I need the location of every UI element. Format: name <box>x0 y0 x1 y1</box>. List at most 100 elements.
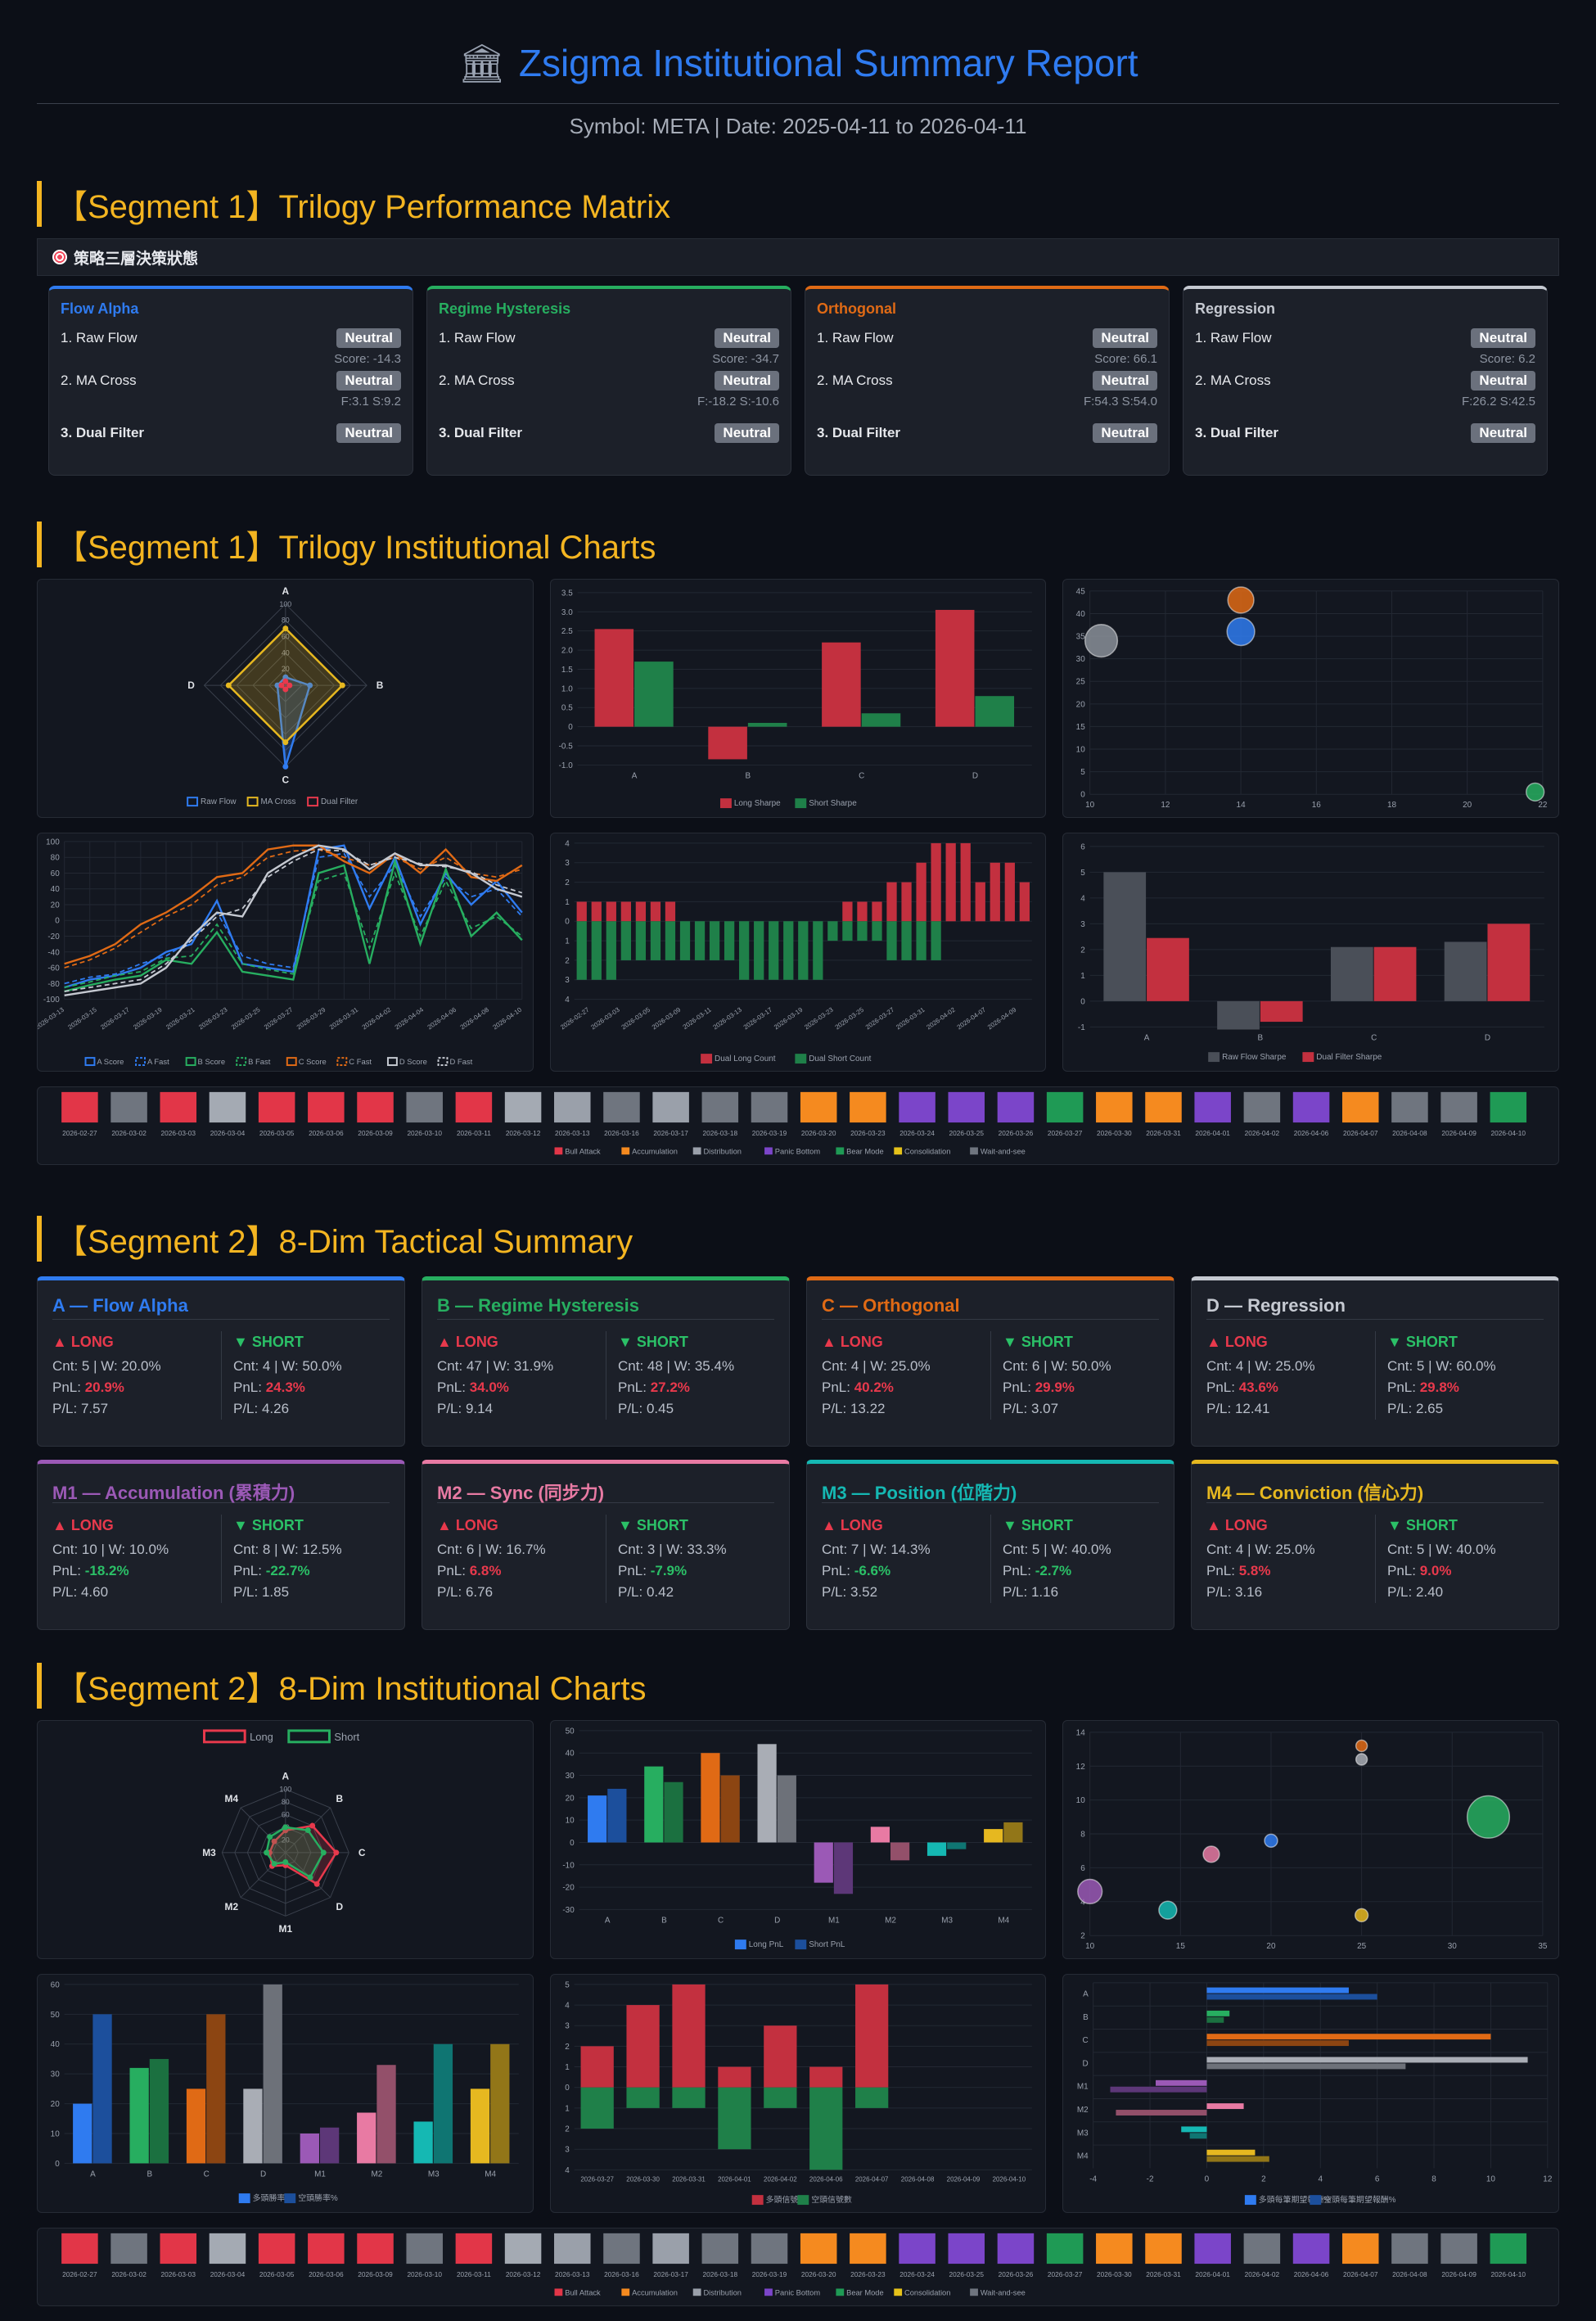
segment1-matrix-title: 【Segment 1】Trilogy Performance Matrix <box>37 181 1559 227</box>
y-tick-label: 0 <box>55 2160 60 2169</box>
bar-raw-flow-sharpe <box>1217 1000 1260 1030</box>
regime-date-label: 2026-03-25 <box>949 1129 984 1137</box>
y-tick-label: 2 <box>565 2043 570 2052</box>
legend-swatch <box>719 798 732 809</box>
regime-date-label: 2026-04-10 <box>1491 2270 1526 2278</box>
legend-swatch <box>307 797 319 807</box>
radar-axis-label: A <box>282 1771 290 1782</box>
regime-date-label: 2026-03-06 <box>309 2270 344 2278</box>
legend-label: 空頭勝率% <box>298 2192 338 2203</box>
long-pnl-row: PnL: 40.2% <box>822 1377 990 1398</box>
regime-cell <box>997 1091 1035 1123</box>
bar-dual-short-count <box>872 921 882 941</box>
long-pnl-value: 40.2% <box>854 1380 894 1395</box>
line-b-score <box>64 857 523 993</box>
x-tick-label: 2026-04-09 <box>946 2175 980 2183</box>
radar-point <box>339 682 345 689</box>
y-tick-label: M4 <box>1077 2152 1089 2161</box>
radar-axis-label: M3 <box>202 1847 216 1858</box>
line-c-fast <box>64 848 523 969</box>
legend-swatch <box>336 1057 348 1067</box>
x-tick-label: 2026-03-19 <box>132 1005 164 1031</box>
regime-cell <box>61 2233 98 2265</box>
strategy-status-header: 策略三層決策狀態 <box>37 238 1559 276</box>
x-tick-label: B <box>1258 1033 1264 1042</box>
dual-filter-label: 3. Dual Filter <box>439 425 523 440</box>
regime-cell <box>899 1091 936 1123</box>
segment2-summary-title: 【Segment 2】8-Dim Tactical Summary <box>37 1216 1559 1262</box>
line-d-score <box>64 844 523 996</box>
radar-point <box>282 686 289 693</box>
short-pl-ratio: P/L: 1.85 <box>233 1584 290 1600</box>
y-tick-label: 45 <box>1076 587 1086 596</box>
tactical-columns: ▲ LONG Cnt: 4 | W: 25.0% PnL: 43.6% P/L: 12… <box>1206 1331 1544 1420</box>
bar-dual-short-count <box>635 921 646 960</box>
regime-cell <box>652 2233 689 2265</box>
bubble-point <box>1158 1900 1178 1920</box>
legend-label: Short Sharpe <box>809 799 857 808</box>
x-tick-label: M1 <box>828 1916 840 1925</box>
regime-cell <box>406 2233 443 2265</box>
bar-- <box>490 2043 510 2164</box>
y-tick-label: 2 <box>565 956 570 965</box>
regime-date-label: 2026-03-30 <box>1097 2270 1132 2278</box>
raw-flow-row: 1. Raw Flow Neutral <box>1195 327 1535 350</box>
short-stats: Cnt: 6 | W: 50.0% <box>1003 1358 1111 1374</box>
radar-axis-label: D <box>187 680 195 691</box>
regime-cell <box>1096 1091 1133 1123</box>
legend-label: Panic Bottom <box>775 2288 821 2296</box>
x-tick-label: 2026-03-27 <box>263 1005 295 1031</box>
x-tick-label: 2 <box>1261 2174 1266 2183</box>
ma-cross-score: F:26.2 S:42.5 <box>1461 395 1535 409</box>
tactical-columns: ▲ LONG Cnt: 6 | W: 16.7% PnL: 6.8% P/L: 6.7… <box>437 1515 774 1603</box>
dual-filter-row: 3. Dual Filter Neutral <box>1195 422 1535 445</box>
short-direction: ▼ SHORT <box>1003 1517 1073 1533</box>
short-pnl-row: PnL: 29.9% <box>1003 1377 1159 1398</box>
regime-cell <box>308 2233 345 2265</box>
x-tick-label: 2026-04-08 <box>900 2175 934 2183</box>
long-column: ▲ LONG Cnt: 6 | W: 16.7% PnL: 6.8% P/L: 6.7… <box>437 1515 606 1603</box>
regime-date-label: 2026-03-26 <box>999 1129 1034 1137</box>
bar-dual-short-count <box>738 921 749 980</box>
dim8-radar-chart: ABCDM1M2M3M420406080100LongShort <box>37 1720 534 1959</box>
short-pl-ratio: P/L: 4.26 <box>233 1401 290 1416</box>
bar-long-pnl <box>870 1827 890 1843</box>
short-direction: ▼ SHORT <box>233 1334 304 1350</box>
bar-dual-short-count <box>591 921 602 980</box>
tactical-columns: ▲ LONG Cnt: 47 | W: 31.9% PnL: 34.0% P/L: 9… <box>437 1331 774 1420</box>
regime-cell <box>1145 2233 1182 2265</box>
regime-date-label: 2026-03-16 <box>604 1129 639 1137</box>
legend-label: Panic Bottom <box>775 1147 821 1155</box>
short-pnl-label: PnL: <box>1387 1380 1420 1395</box>
short-pl-ratio: P/L: 1.16 <box>1003 1584 1059 1600</box>
long-pl-ratio: P/L: 13.22 <box>822 1401 886 1416</box>
x-tick-label: 2026-03-31 <box>328 1005 360 1031</box>
tactical-cards-row1: A — Flow Alpha ▲ LONG Cnt: 5 | W: 20.0% PnL… <box>37 1276 1559 1447</box>
radar-point <box>313 1881 320 1887</box>
radar-point <box>282 625 289 632</box>
bar-dual-long-count <box>591 901 602 922</box>
legend-swatch <box>795 1054 806 1064</box>
x-tick-label: D <box>972 771 978 780</box>
long-pnl-value: 6.8% <box>469 1563 502 1578</box>
bar-- <box>243 2088 263 2164</box>
bar-long-pnl <box>983 1829 1003 1843</box>
short-stats: Cnt: 8 | W: 12.5% <box>233 1542 342 1557</box>
tactical-card-title: M3 — Position (位階力) <box>822 1475 1159 1503</box>
bar-dual-long-count <box>901 882 912 922</box>
long-stats: Cnt: 5 | W: 20.0% <box>52 1358 161 1374</box>
regime-date-label: 2026-03-12 <box>506 1129 541 1137</box>
long-column: ▲ LONG Cnt: 4 | W: 25.0% PnL: 5.8% P/L: 3.1… <box>1206 1515 1375 1603</box>
y-tick-label: -20 <box>47 932 60 941</box>
short-pnl-value: 29.8% <box>1419 1380 1459 1395</box>
regime-cell <box>160 1091 197 1123</box>
radar-point <box>282 739 289 746</box>
y-tick-label: 35 <box>1076 633 1086 642</box>
x-tick-label: 12 <box>1544 2174 1553 2183</box>
x-tick-label: A <box>605 1916 611 1925</box>
raw-flow-score: Score: 66.1 <box>1094 352 1157 366</box>
tactical-columns: ▲ LONG Cnt: 10 | W: 10.0% PnL: -18.2% P/L: … <box>52 1515 390 1603</box>
x-tick-label: D <box>1485 1033 1490 1042</box>
y-tick-label: 3 <box>565 976 570 985</box>
